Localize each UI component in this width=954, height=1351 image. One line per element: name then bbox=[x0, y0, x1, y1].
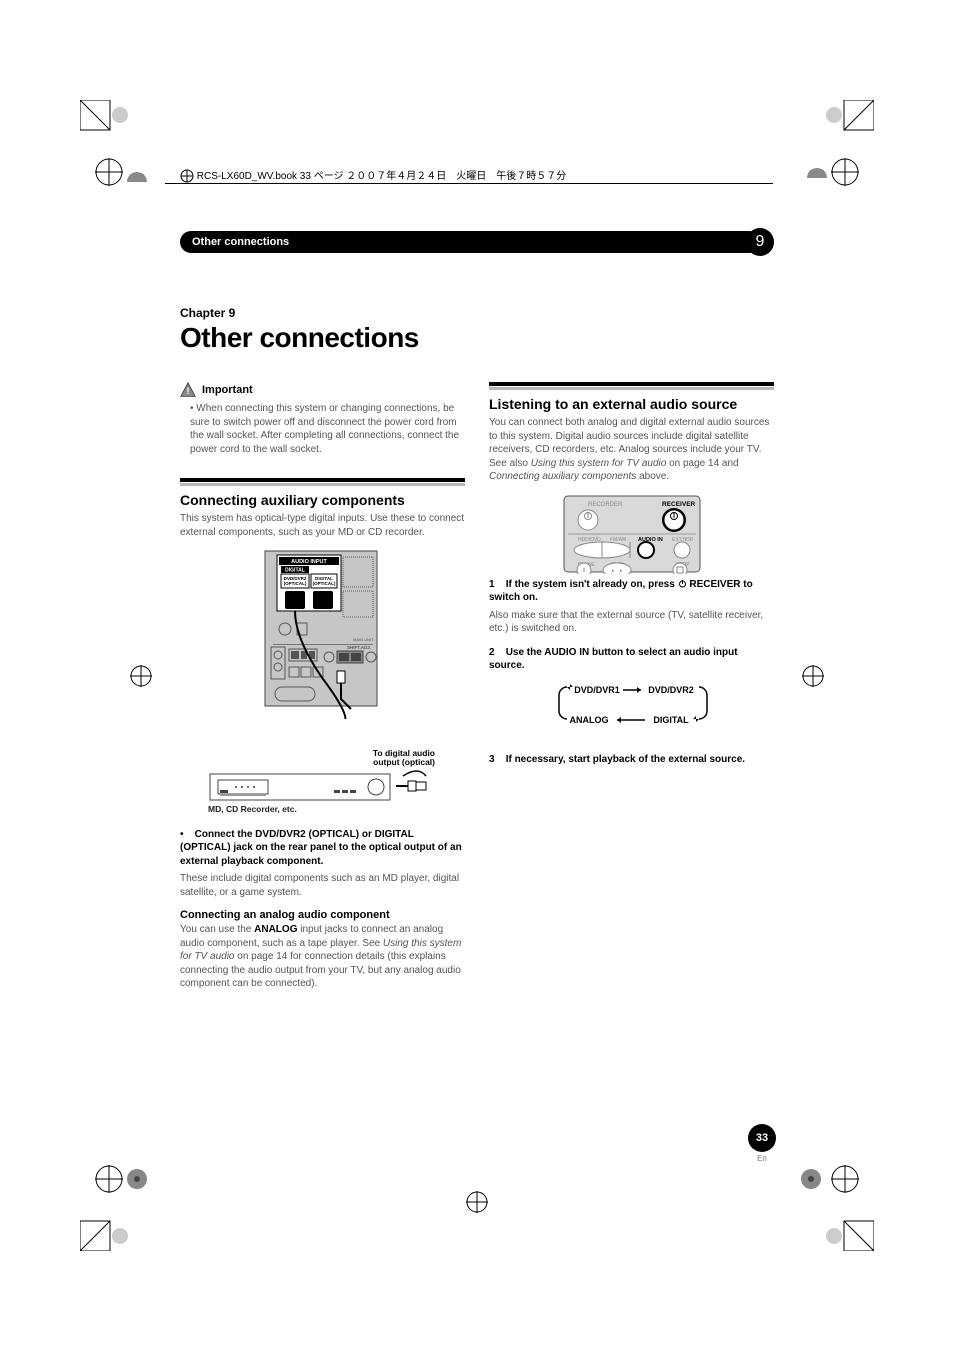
reg-mark-ml bbox=[130, 665, 152, 687]
important-bullet: • When connecting this system or changin… bbox=[180, 402, 465, 456]
section-heading-aux: Connecting auxiliary components bbox=[180, 492, 465, 508]
svg-text:MAIN UNIT: MAIN UNIT bbox=[353, 637, 374, 642]
chapter-label: Chapter 9 bbox=[180, 306, 774, 320]
connect-step: • Connect the DVD/DVR2 (OPTICAL) or DIGI… bbox=[180, 828, 465, 869]
reg-mark-mb bbox=[466, 1191, 488, 1213]
analog-subheading: Connecting an analog audio component bbox=[180, 909, 465, 921]
reg-mark-bl bbox=[95, 1165, 153, 1193]
right-column: Listening to an external audio source Yo… bbox=[489, 382, 774, 991]
corner-tl bbox=[80, 100, 130, 150]
chapter-number-badge: 9 bbox=[746, 228, 774, 256]
svg-text:RECORDER: RECORDER bbox=[588, 502, 623, 508]
svg-text:DIGITAL: DIGITAL bbox=[653, 715, 689, 725]
source-filename-header: RCS-LX60D_WV.book 33 ページ ２００７年４月２４日 火曜日 … bbox=[180, 167, 566, 183]
remote-diagram: RECORDER RECEIVER HDD/DVD FM/AM AUDIO IN… bbox=[489, 494, 774, 574]
chapter-header-pill: Other connections bbox=[180, 231, 760, 253]
to-digital-caption: To digital audiooutput (optical) bbox=[180, 749, 465, 768]
step-2: 2 Use the AUDIO IN button to select an a… bbox=[489, 646, 774, 673]
svg-text:(OPTICAL): (OPTICAL) bbox=[312, 581, 335, 586]
step-1-body: Also make sure that the external source … bbox=[489, 609, 774, 636]
step-3: 3 If necessary, start playback of the ex… bbox=[489, 753, 774, 767]
reg-mark-tr bbox=[801, 158, 859, 186]
page-content: Other connections 9 Chapter 9 Other conn… bbox=[180, 228, 774, 991]
connect-step-body: These include digital components such as… bbox=[180, 872, 465, 899]
svg-text:DVD/DVR1: DVD/DVR1 bbox=[574, 685, 620, 695]
section-heading-listen: Listening to an external audio source bbox=[489, 396, 774, 412]
page-lang: En bbox=[748, 1154, 776, 1163]
step-1: 1 If the system isn't already on, press … bbox=[489, 578, 774, 605]
aux-intro: This system has optical-type digital inp… bbox=[180, 512, 465, 539]
heading-rule-black-r bbox=[489, 382, 774, 386]
page-number: 33 bbox=[756, 1132, 768, 1144]
input-cycle-diagram: DVD/DVR1 DVD/DVR2 DIGITAL ANALOG bbox=[489, 683, 774, 735]
chapter-header-title: Other connections bbox=[192, 236, 289, 248]
svg-text:RECEIVER: RECEIVER bbox=[662, 501, 696, 508]
chapter-header-bar: Other connections 9 bbox=[180, 228, 774, 256]
page-footer: 33 En bbox=[748, 1124, 776, 1163]
reg-mark-br bbox=[801, 1165, 859, 1193]
corner-bl bbox=[80, 1201, 130, 1251]
svg-text:!: ! bbox=[187, 386, 190, 396]
chapter-title: Other connections bbox=[180, 322, 774, 354]
svg-text:AUDIO INPUT: AUDIO INPUT bbox=[291, 559, 327, 565]
rear-panel-diagram: AUDIO INPUT DIGITAL DVD/DVR2 (OPTICAL) D… bbox=[180, 549, 465, 719]
md-recorder-diagram: To digital audiooutput (optical) bbox=[180, 749, 465, 814]
heading-rule-black bbox=[180, 478, 465, 482]
svg-text:SHIFT.ADJ.: SHIFT.ADJ. bbox=[347, 645, 371, 650]
important-label: Important bbox=[202, 384, 253, 396]
chapter-number: 9 bbox=[756, 233, 765, 251]
svg-text:DVD/DVR2: DVD/DVR2 bbox=[648, 685, 694, 695]
svg-text:(OPTICAL): (OPTICAL) bbox=[283, 581, 306, 586]
analog-body: You can use the ANALOG input jacks to co… bbox=[180, 923, 465, 991]
svg-text:ANALOG: ANALOG bbox=[569, 715, 608, 725]
heading-rule-gray bbox=[180, 483, 465, 486]
jp-header-underline bbox=[165, 183, 773, 184]
svg-text:DIGITAL: DIGITAL bbox=[285, 568, 305, 574]
reg-mark-tl bbox=[95, 158, 153, 186]
heading-rule-gray-r bbox=[489, 387, 774, 390]
warning-icon: ! bbox=[180, 382, 196, 398]
left-column: ! Important • When connecting this syste… bbox=[180, 382, 465, 991]
reg-mark-mr bbox=[802, 665, 824, 687]
corner-br bbox=[824, 1201, 874, 1251]
page-number-badge: 33 bbox=[748, 1124, 776, 1152]
listen-intro: You can connect both analog and digital … bbox=[489, 416, 774, 484]
jp-header-text: RCS-LX60D_WV.book 33 ページ ２００７年４月２４日 火曜日 … bbox=[197, 171, 567, 182]
corner-tr bbox=[824, 100, 874, 150]
md-caption: MD, CD Recorder, etc. bbox=[180, 804, 297, 814]
important-row: ! Important bbox=[180, 382, 465, 398]
svg-text:II: II bbox=[582, 568, 585, 574]
